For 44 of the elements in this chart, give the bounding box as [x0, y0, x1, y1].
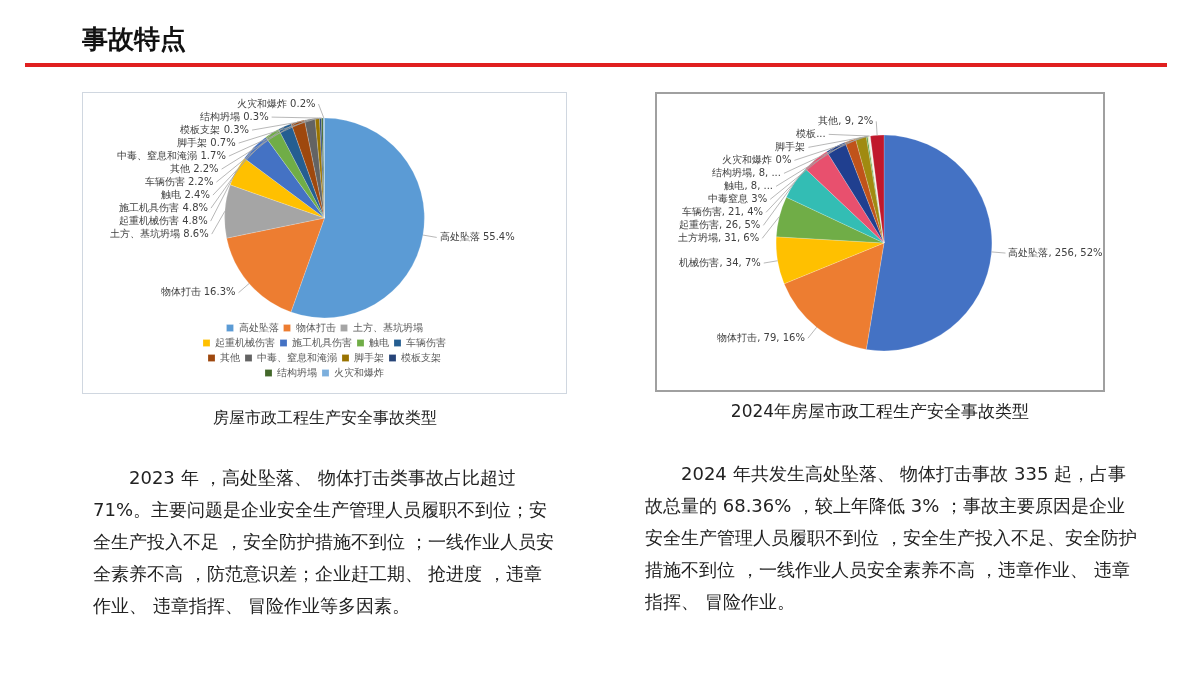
category-label: 物体打击 16.3%: [160, 286, 236, 298]
slice-label: 火灾和爆炸 0%: [722, 153, 792, 165]
slice-label: 触电, 8, ...: [724, 179, 774, 191]
slice-label: 土方坍塌, 31, 6%: [677, 231, 760, 243]
category-label: 起重机械伤害 4.8%: [119, 214, 208, 226]
legend-label: 车辆伤害: [406, 336, 446, 348]
category-label: 其他 2.2%: [170, 162, 219, 174]
legend-label: 其他: [220, 351, 240, 363]
legend-label: 高处坠落: [238, 321, 279, 333]
slice-label: 高处坠落, 256, 52%: [1008, 246, 1103, 258]
category-label: 模板支架 0.3%: [180, 123, 250, 135]
slice-label: 结构坍塌, 8, ...: [712, 166, 781, 178]
category-label: 土方、基坑坍塌 8.6%: [110, 227, 209, 239]
category-label: 车辆伤害 2.2%: [144, 175, 214, 187]
legend-label: 结构坍塌: [277, 366, 317, 378]
category-label: 高处坠落 55.4%: [439, 231, 515, 243]
slice-label: 物体打击, 79, 16%: [717, 331, 805, 343]
text: 2023 年 ，高处坠落、 物体打击类事故占比超过 71%。主要问题是企业安全生产管理人员履职不到位；安全生产投入不足 ，安全防护措施不到位 ；一线作业人员安全素养不高 ，防范意识差；企业赶工期、 抢进度 ，违章作业、 违章指挥、 冒险作业等多因素。: [93, 466, 555, 618]
category-label: 施工机具伤害 4.8%: [119, 201, 209, 213]
text: 2024 年共发生高处坠落、 物体打击事故 335 起，占事故总量的 68.36% ，较上年降低 3% ；事故主要原因是企业安全生产管理人员履职不到位 ，安全生产投入不足、安全防护措施不到位 ，一线作业人员安全素养不高 ，违章作业、 违章指挥、 冒险作业。: [645, 462, 1138, 614]
slice-label: 其他, 9, 2%: [818, 114, 874, 126]
legend-label: 物体打击: [295, 321, 336, 333]
legend-label: 起重机械伤害: [215, 336, 275, 348]
slice-label: 机械伤害, 34, 7%: [679, 256, 761, 268]
category-label: 火灾和爆炸 0.2%: [236, 97, 316, 109]
text: 房屋市政工程生产安全事故类型: [211, 408, 438, 429]
category-label: 结构坍塌 0.3%: [200, 110, 269, 122]
legend-label: 脚手架: [354, 351, 384, 363]
legend-label: 模板支架: [401, 351, 441, 363]
legend-label: 施工机具伤害: [292, 336, 352, 348]
category-label: 脚手架 0.7%: [177, 136, 236, 148]
category-label: 触电 2.4%: [161, 188, 210, 200]
slice-label: 起重伤害, 26, 5%: [679, 218, 761, 230]
legend-label: 触电: [369, 336, 389, 348]
slice-label: 车辆伤害, 21, 4%: [681, 205, 764, 217]
slice-label: 脚手架: [775, 140, 806, 152]
text: 事故特点: [82, 23, 186, 56]
slice-label: 模板...: [796, 127, 826, 139]
legend-label: 火灾和爆炸: [334, 366, 384, 378]
legend-label: 土方、基坑坍塌: [352, 321, 423, 333]
category-label: 中毒、窒息和淹溺 1.7%: [117, 149, 226, 161]
slice-label: 中毒窒息 3%: [708, 192, 768, 204]
text: 2024年房屋市政工程生产安全事故类型: [729, 400, 1031, 423]
legend-label: 中毒、窒息和淹溺: [257, 351, 337, 363]
